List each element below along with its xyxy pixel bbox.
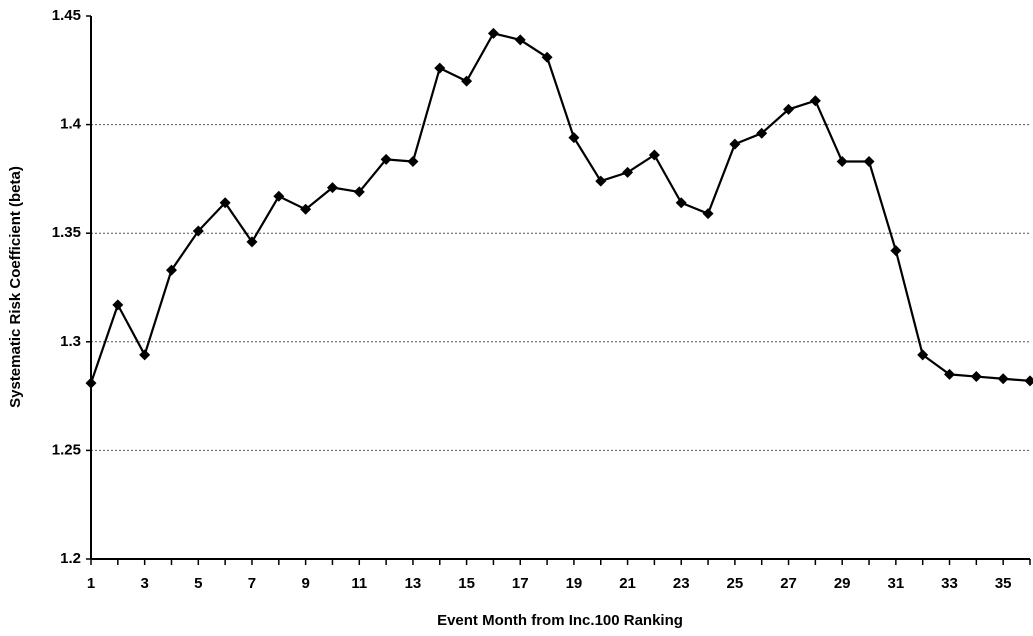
x-tick-label: 31	[888, 575, 905, 592]
x-tick-label: 7	[248, 575, 256, 592]
data-point	[461, 75, 473, 87]
x-tick-label: 11	[351, 575, 367, 592]
x-tick-label: 25	[727, 575, 744, 592]
data-point	[112, 299, 124, 311]
data-point	[568, 132, 580, 144]
data-point	[783, 103, 795, 115]
data-point	[944, 368, 956, 380]
data-point	[85, 377, 97, 389]
data-point	[380, 153, 392, 165]
data-point	[675, 197, 687, 209]
data-point	[836, 156, 848, 168]
data-point	[756, 127, 768, 139]
data-point	[970, 371, 982, 383]
data-point	[702, 208, 714, 220]
data-point	[326, 182, 338, 194]
y-tick-label: 1.4	[60, 116, 82, 133]
data-point	[648, 149, 660, 161]
data-point	[997, 373, 1009, 385]
data-line	[89, 32, 1031, 384]
data-point	[595, 175, 607, 187]
data-point	[353, 186, 365, 198]
y-tick-label: 1.25	[52, 441, 81, 458]
data-point	[300, 203, 312, 215]
x-tick-label: 19	[566, 575, 583, 592]
data-point	[434, 62, 446, 74]
x-tick-label: 15	[458, 575, 475, 592]
y-tick-label: 1.35	[52, 224, 81, 241]
y-tick-label: 1.3	[60, 333, 81, 350]
data-point	[917, 349, 929, 361]
y-axis-label: Systematic Risk Coefficient (beta)	[7, 166, 24, 408]
x-tick-label: 17	[512, 575, 529, 592]
data-point	[192, 225, 204, 237]
data-point	[407, 156, 419, 168]
data-point	[139, 349, 151, 361]
data-point	[514, 34, 526, 46]
x-tick-label: 33	[941, 575, 958, 592]
x-tick-label: 9	[301, 575, 309, 592]
x-tick-label: 35	[995, 575, 1012, 592]
data-point	[890, 245, 902, 257]
y-tick-label: 1.2	[60, 550, 81, 567]
data-point	[1024, 375, 1033, 387]
data-point	[165, 264, 177, 276]
data-point	[541, 51, 553, 63]
x-tick-label: 5	[194, 575, 202, 592]
data-point	[273, 190, 285, 202]
data-point	[863, 156, 875, 168]
x-tick-label: 29	[834, 575, 851, 592]
data-point	[246, 236, 258, 248]
data-point	[809, 95, 821, 107]
x-tick-label: 3	[140, 575, 148, 592]
x-axis-label: Event Month from Inc.100 Ranking	[437, 612, 683, 629]
data-point	[487, 27, 499, 39]
x-tick-label: 21	[619, 575, 636, 592]
x-tick-label: 27	[780, 575, 797, 592]
data-point	[219, 197, 231, 209]
data-point	[622, 166, 634, 178]
x-tick-label: 23	[673, 575, 690, 592]
data-point	[729, 138, 741, 150]
x-tick-label: 1	[87, 575, 95, 592]
y-tick-label: 1.45	[52, 7, 81, 24]
x-tick-label: 13	[405, 575, 422, 592]
